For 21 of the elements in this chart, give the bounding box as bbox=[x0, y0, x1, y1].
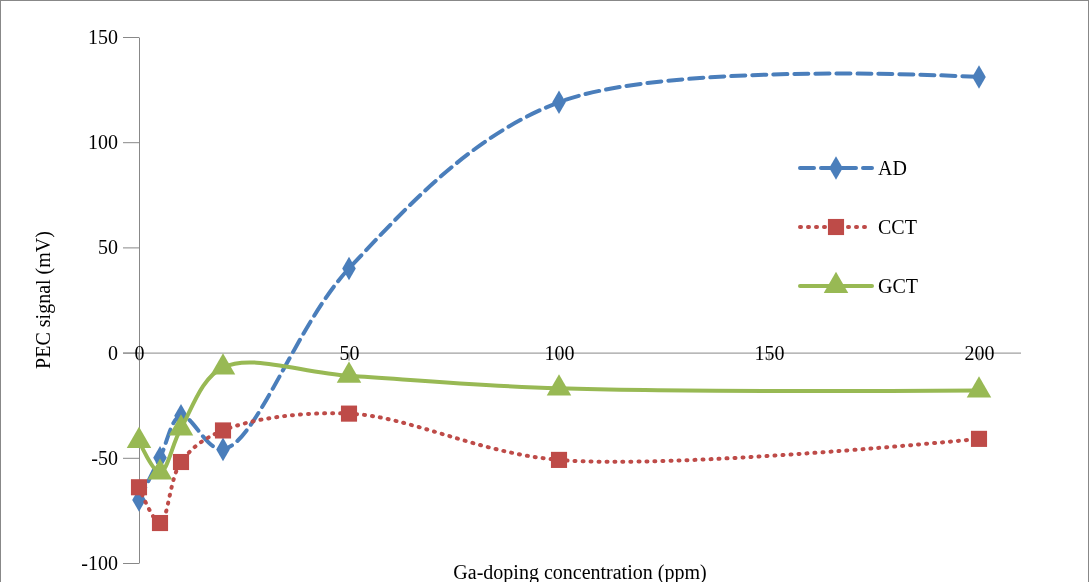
x-tick-label: 200 bbox=[964, 341, 995, 364]
y-tick-label: -100 bbox=[81, 551, 118, 574]
x-tick-label: 0 bbox=[134, 341, 145, 364]
point bbox=[970, 430, 988, 447]
point bbox=[214, 422, 232, 439]
legend-label: CCT bbox=[878, 216, 917, 238]
legend-label: GCT bbox=[878, 275, 918, 297]
y-tick-label: 50 bbox=[98, 236, 118, 259]
y-tick-label: 150 bbox=[88, 25, 118, 48]
x-tick-label: 100 bbox=[544, 341, 575, 364]
point bbox=[340, 405, 358, 422]
point bbox=[550, 451, 568, 468]
y-axis-title: PEC signal (mV) bbox=[32, 231, 55, 369]
y-tick-label: -50 bbox=[91, 446, 118, 469]
y-tick-label: 100 bbox=[88, 131, 118, 154]
point bbox=[130, 479, 148, 496]
point bbox=[172, 453, 190, 471]
x-tick-label: 150 bbox=[754, 341, 785, 364]
legend-label: AD bbox=[878, 157, 907, 179]
point bbox=[151, 514, 169, 532]
x-tick-label: 50 bbox=[339, 341, 360, 364]
